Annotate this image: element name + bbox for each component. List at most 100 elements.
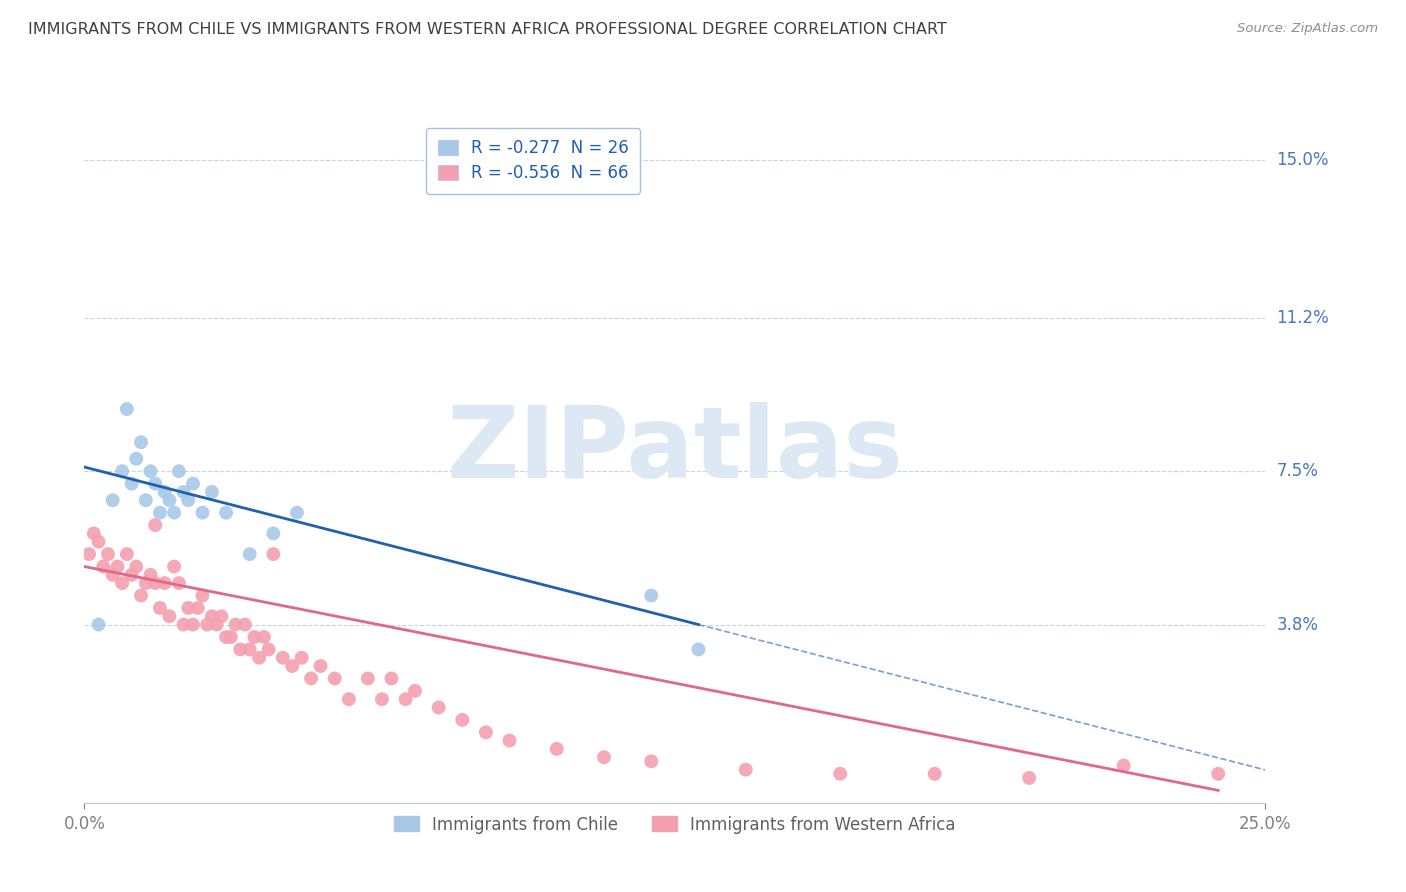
Text: 15.0%: 15.0%	[1277, 152, 1329, 169]
Point	[191, 589, 214, 603]
Point	[181, 476, 204, 491]
Point	[135, 493, 157, 508]
Point	[157, 609, 180, 624]
Point	[153, 576, 176, 591]
Point	[233, 617, 256, 632]
Point	[111, 576, 134, 591]
Point	[181, 617, 204, 632]
Point	[191, 506, 214, 520]
Point	[149, 601, 172, 615]
Point	[734, 763, 756, 777]
Point	[149, 506, 172, 520]
Point	[371, 692, 394, 706]
Point	[177, 601, 200, 615]
Point	[209, 609, 232, 624]
Point	[125, 559, 148, 574]
Point	[225, 617, 247, 632]
Point	[129, 435, 152, 450]
Point	[640, 589, 662, 603]
Point	[139, 567, 162, 582]
Point	[121, 476, 143, 491]
Point	[924, 766, 946, 780]
Point	[380, 672, 402, 686]
Point	[1112, 758, 1135, 772]
Point	[111, 464, 134, 478]
Text: IMMIGRANTS FROM CHILE VS IMMIGRANTS FROM WESTERN AFRICA PROFESSIONAL DEGREE CORR: IMMIGRANTS FROM CHILE VS IMMIGRANTS FROM…	[28, 22, 948, 37]
Text: 3.8%: 3.8%	[1277, 615, 1319, 633]
Point	[187, 601, 209, 615]
Text: Source: ZipAtlas.com: Source: ZipAtlas.com	[1237, 22, 1378, 36]
Point	[77, 547, 100, 561]
Point	[253, 630, 276, 644]
Point	[91, 559, 114, 574]
Point	[163, 506, 186, 520]
Point	[121, 567, 143, 582]
Point	[201, 609, 224, 624]
Text: 11.2%: 11.2%	[1277, 309, 1329, 326]
Point	[475, 725, 498, 739]
Point	[688, 642, 710, 657]
Point	[97, 547, 120, 561]
Point	[271, 650, 294, 665]
Point	[129, 589, 152, 603]
Point	[143, 476, 166, 491]
Point	[243, 630, 266, 644]
Point	[205, 617, 228, 632]
Point	[593, 750, 616, 764]
Point	[291, 650, 314, 665]
Point	[107, 559, 129, 574]
Point	[262, 526, 284, 541]
Point	[135, 576, 157, 591]
Point	[83, 526, 105, 541]
Point	[115, 547, 138, 561]
Point	[337, 692, 360, 706]
Point	[1206, 766, 1229, 780]
Point	[281, 659, 304, 673]
Point	[195, 617, 218, 632]
Point	[101, 567, 124, 582]
Point	[215, 630, 238, 644]
Point	[215, 506, 238, 520]
Point	[640, 755, 662, 769]
Point	[173, 617, 195, 632]
Point	[309, 659, 332, 673]
Point	[323, 672, 346, 686]
Point	[167, 464, 190, 478]
Point	[87, 534, 110, 549]
Point	[262, 547, 284, 561]
Point	[143, 518, 166, 533]
Point	[427, 700, 450, 714]
Legend: Immigrants from Chile, Immigrants from Western Africa: Immigrants from Chile, Immigrants from W…	[388, 809, 962, 840]
Point	[115, 402, 138, 417]
Point	[830, 766, 852, 780]
Point	[229, 642, 252, 657]
Point	[498, 733, 520, 747]
Point	[167, 576, 190, 591]
Point	[139, 464, 162, 478]
Point	[173, 484, 195, 499]
Point	[239, 547, 262, 561]
Point	[219, 630, 242, 644]
Point	[177, 493, 200, 508]
Point	[299, 672, 322, 686]
Text: 7.5%: 7.5%	[1277, 462, 1319, 480]
Point	[143, 576, 166, 591]
Point	[125, 451, 148, 466]
Point	[357, 672, 380, 686]
Point	[153, 484, 176, 499]
Point	[285, 506, 308, 520]
Point	[257, 642, 280, 657]
Point	[247, 650, 270, 665]
Point	[239, 642, 262, 657]
Point	[451, 713, 474, 727]
Point	[163, 559, 186, 574]
Point	[87, 617, 110, 632]
Text: ZIPatlas: ZIPatlas	[447, 402, 903, 499]
Point	[404, 684, 426, 698]
Point	[101, 493, 124, 508]
Point	[546, 742, 568, 756]
Point	[157, 493, 180, 508]
Point	[394, 692, 416, 706]
Point	[201, 484, 224, 499]
Point	[1018, 771, 1040, 785]
